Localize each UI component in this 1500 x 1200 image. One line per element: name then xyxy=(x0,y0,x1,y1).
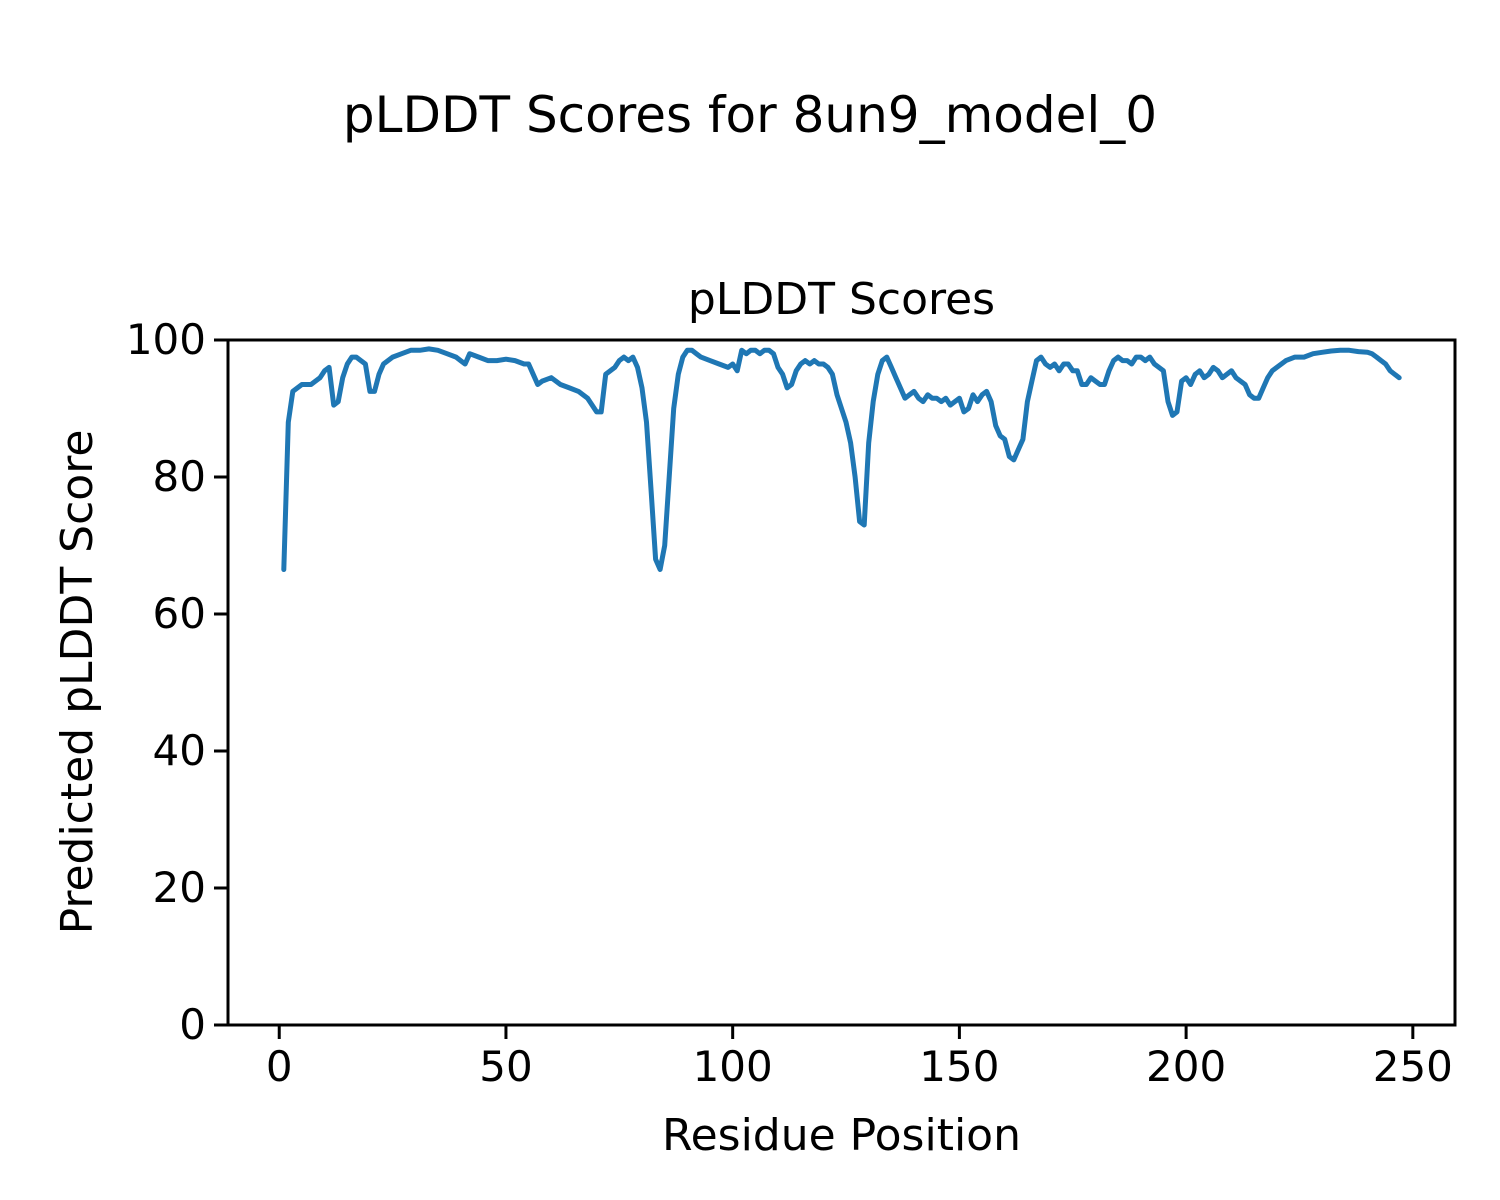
y-tick-label: 100 xyxy=(125,315,206,364)
x-tick-label: 100 xyxy=(692,1042,773,1091)
y-tick-label: 60 xyxy=(152,589,206,638)
x-tick-label: 200 xyxy=(1146,1042,1227,1091)
figure-title: pLDDT Scores for 8un9_model_0 xyxy=(342,86,1158,144)
x-tick-label: 0 xyxy=(265,1042,293,1091)
y-tick-label: 40 xyxy=(152,726,206,775)
x-axis-label: Residue Position xyxy=(661,1110,1021,1161)
x-tick-label: 250 xyxy=(1372,1042,1453,1091)
axes-title: pLDDT Scores xyxy=(687,274,996,325)
y-tick-label: 20 xyxy=(152,863,206,912)
y-axis-label: Predicted pLDDT Score xyxy=(51,429,103,935)
plddt-score-line xyxy=(281,346,1402,572)
x-tick-label: 50 xyxy=(479,1042,533,1091)
y-tick-label: 80 xyxy=(152,452,206,501)
axes-frame xyxy=(226,338,1457,1027)
x-tick-label: 150 xyxy=(919,1042,1000,1091)
y-tick-label: 0 xyxy=(179,1000,206,1049)
